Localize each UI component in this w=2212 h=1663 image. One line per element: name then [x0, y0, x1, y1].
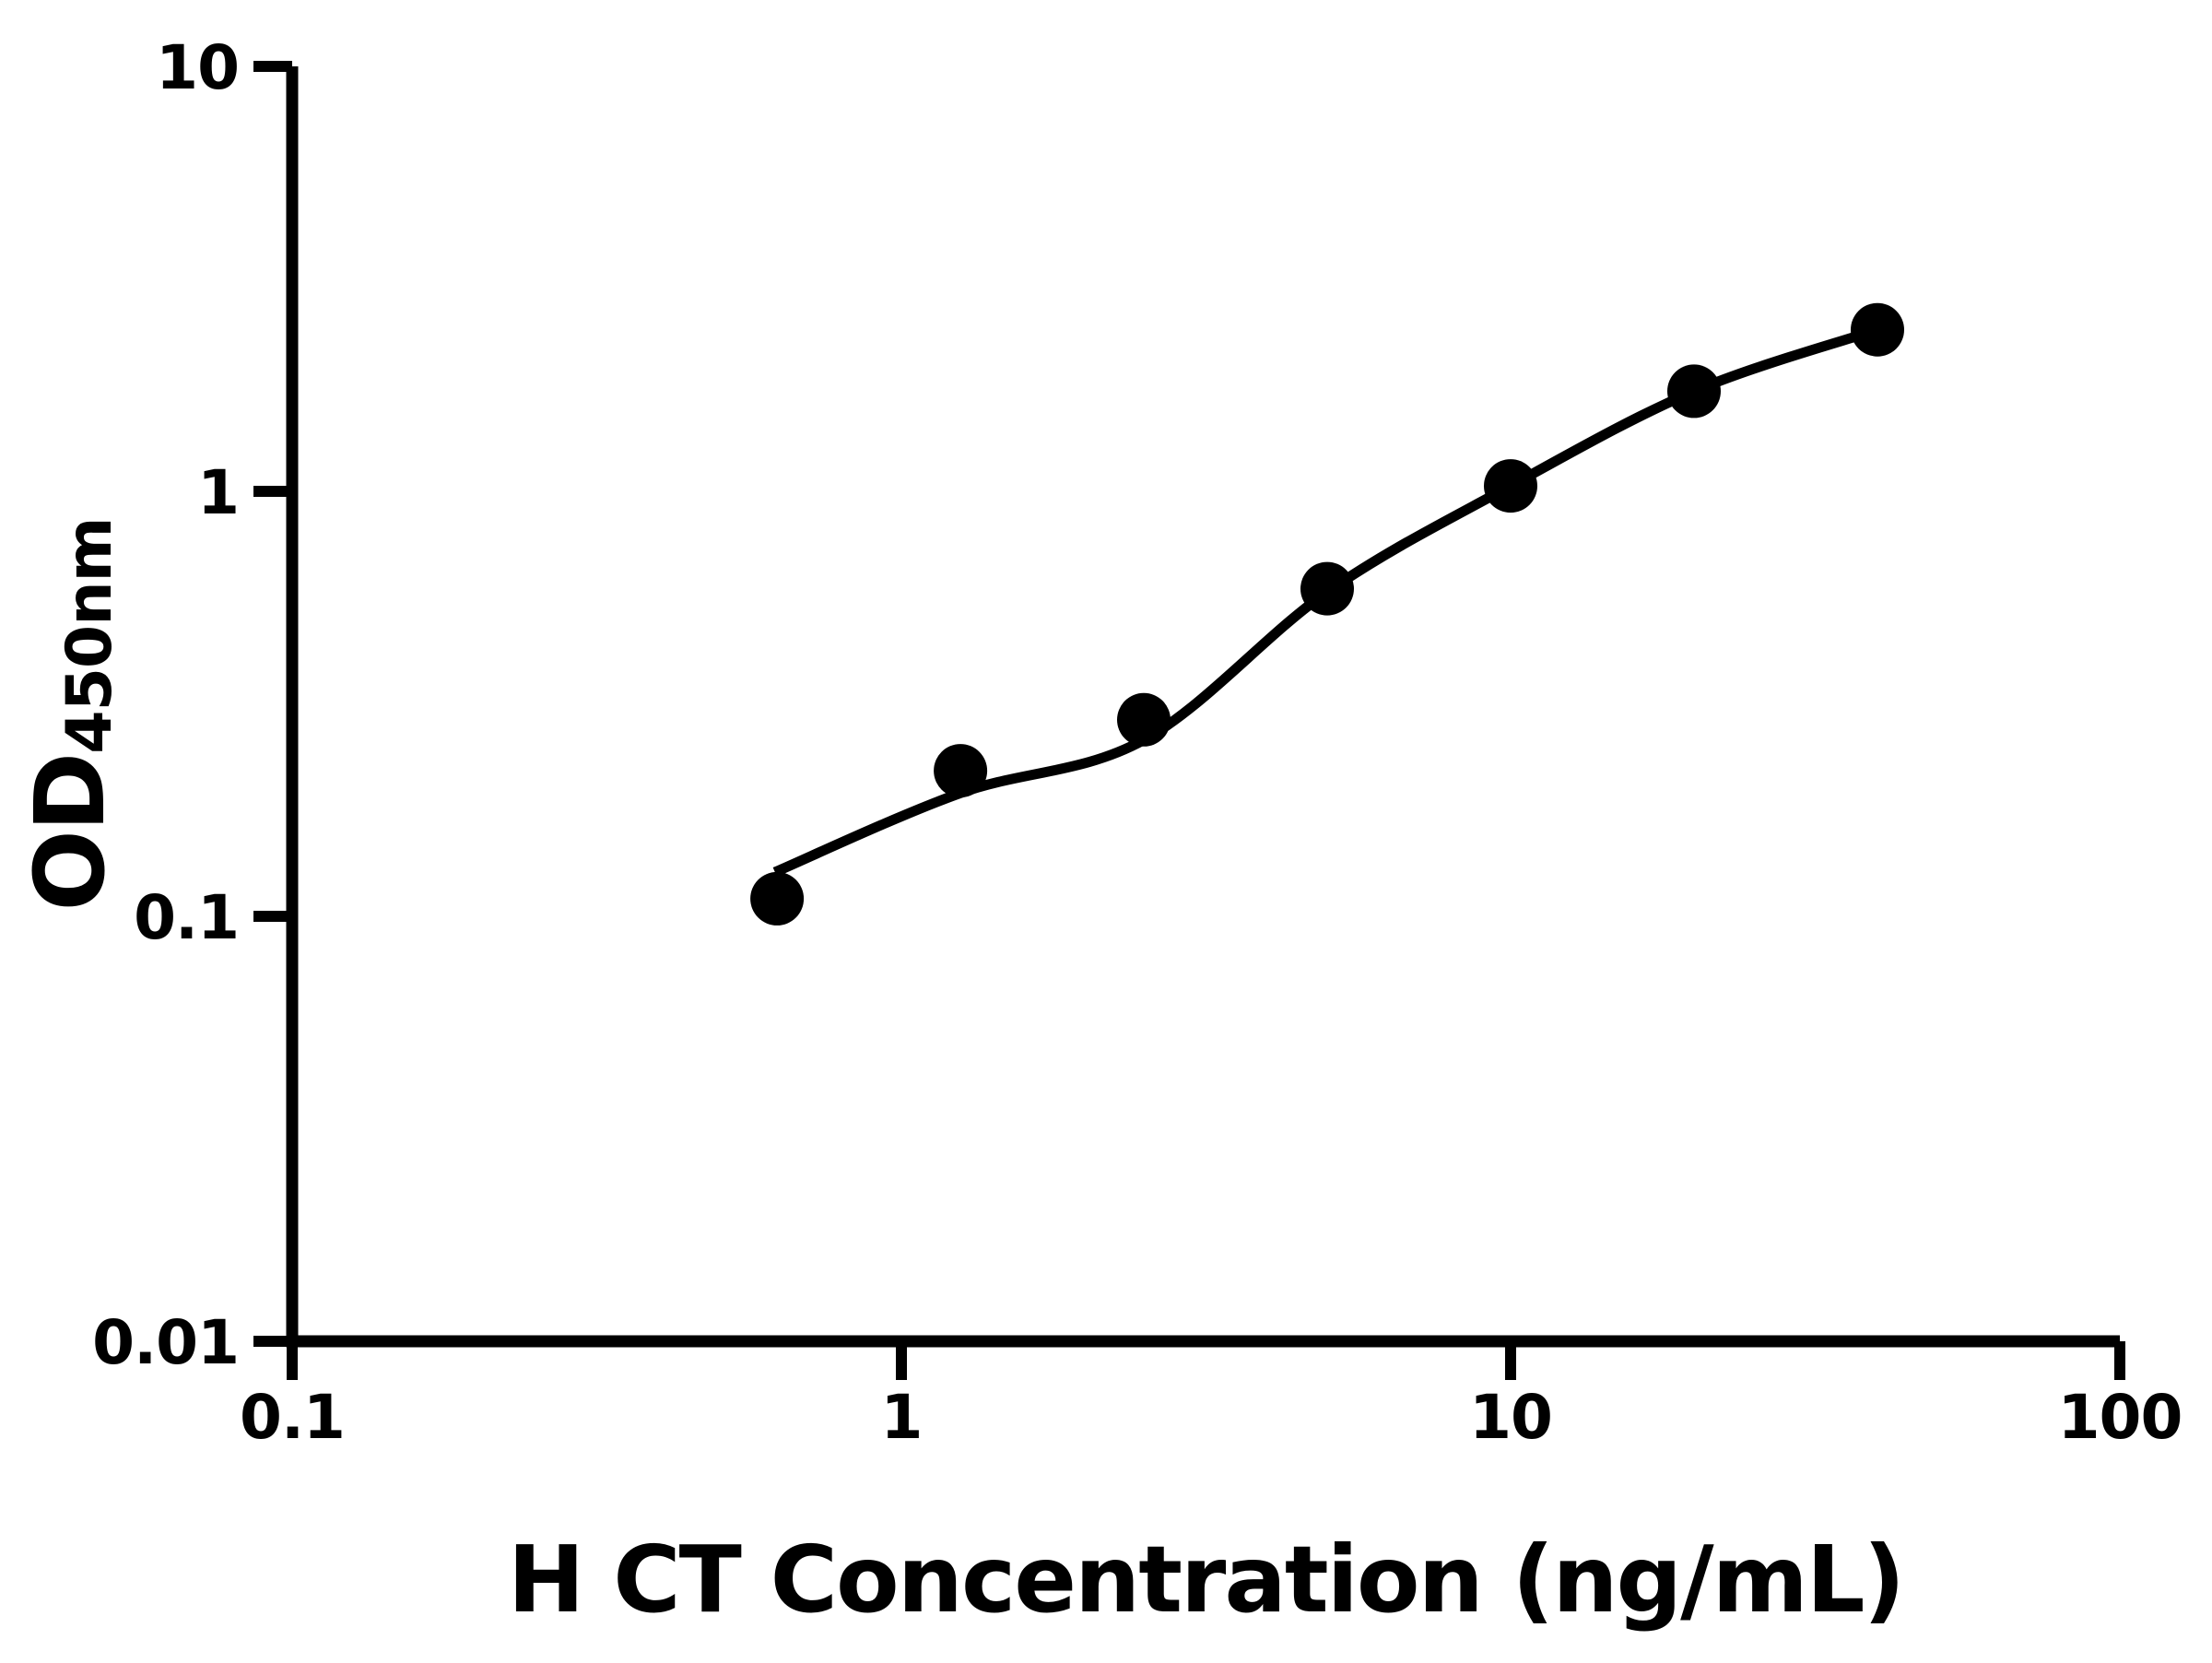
y-axis-title-subscript: 450nm: [53, 518, 126, 754]
y-axis-title-main: OD: [14, 754, 126, 912]
x-axis-title: H CT Concentration (ng/mL): [508, 1526, 1904, 1634]
axes-layer: [286, 66, 2120, 1348]
data-point-layer: [750, 302, 1904, 926]
x-tick-label: 10: [1469, 1382, 1552, 1453]
y-tick-label: 10: [156, 32, 239, 103]
axis-lines: [286, 66, 2120, 1348]
data-point: [1300, 561, 1354, 616]
x-tick-label: 100: [2058, 1382, 2183, 1453]
data-point: [750, 871, 805, 926]
y-tick-label: 1: [197, 457, 239, 528]
x-tick-label: 0.1: [240, 1382, 345, 1453]
data-point: [1484, 459, 1537, 513]
y-tick-label: 0.01: [92, 1307, 239, 1378]
data-point: [934, 744, 988, 798]
data-point: [1851, 302, 1904, 357]
data-point: [1117, 692, 1171, 747]
x-tick-label: 1: [881, 1382, 923, 1453]
y-tick-label: 0.1: [134, 882, 239, 953]
y-axis-title: OD450nm: [14, 518, 126, 912]
data-point: [1667, 364, 1721, 419]
